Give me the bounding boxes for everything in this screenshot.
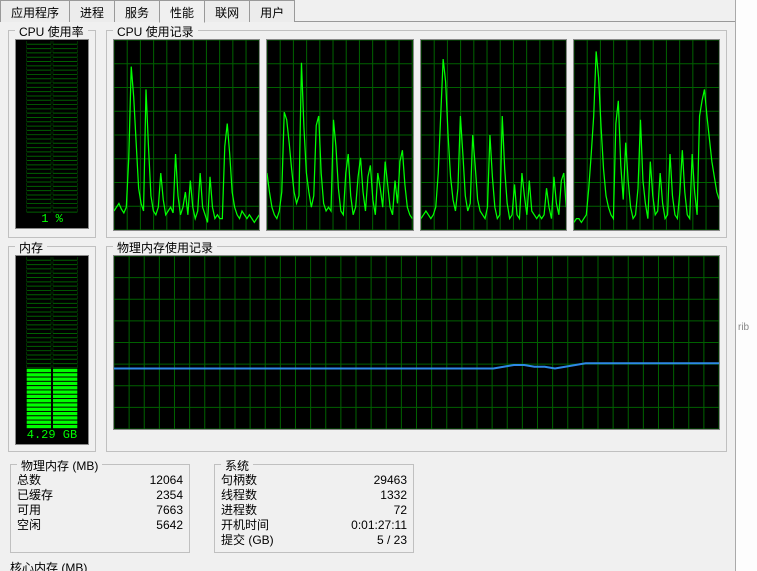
- stat-row: 线程数 1332: [221, 488, 407, 503]
- memory-history-title: 物理内存使用记录: [113, 239, 217, 256]
- performance-tab-content: CPU 使用率 1 % CPU 使用记录 内存 4.29 GB: [0, 21, 735, 571]
- cpu-history-panel-1: [266, 39, 413, 231]
- stat-label: 线程数: [221, 488, 257, 503]
- stats-area: 物理内存 (MB) 总数12064已缓存2354可用7663空闲5642 系统 …: [8, 460, 727, 553]
- stat-value: 12064: [150, 473, 183, 488]
- memory-history-group: 物理内存使用记录: [106, 246, 727, 452]
- tab-4[interactable]: 联网: [204, 0, 250, 22]
- stat-row: 空闲 5642: [17, 518, 183, 533]
- stat-label: 已缓存: [17, 488, 53, 503]
- stat-value: 72: [394, 503, 407, 518]
- memory-usage-title: 内存: [15, 239, 47, 256]
- cpu-history-title: CPU 使用记录: [113, 23, 198, 40]
- stat-value: 0:01:27:11: [351, 518, 407, 533]
- right-gutter: rib: [735, 0, 757, 571]
- stat-row: 总数 12064: [17, 473, 183, 488]
- stat-label: 提交 (GB): [221, 533, 274, 548]
- stat-value: 5642: [156, 518, 183, 533]
- stat-row: 进程数 72: [221, 503, 407, 518]
- system-stats: 系统 句柄数29463线程数1332进程数72开机时间0:01:27:11提交 …: [214, 464, 414, 553]
- cpu-usage-value: 1 %: [16, 212, 88, 226]
- cpu-history-panel-0: [113, 39, 260, 231]
- phys-mem-title: 物理内存 (MB): [17, 460, 102, 474]
- tab-0[interactable]: 应用程序: [0, 0, 70, 22]
- kernel-mem-title-row: 核心内存 (MB): [8, 559, 727, 571]
- cpu-usage-gauge: 1 %: [15, 39, 89, 229]
- tab-5[interactable]: 用户: [249, 0, 295, 22]
- memory-usage-gauge: 4.29 GB: [15, 255, 89, 445]
- tab-3[interactable]: 性能: [159, 0, 205, 23]
- stat-row: 已缓存 2354: [17, 488, 183, 503]
- tab-bar: 应用程序进程服务性能联网用户: [0, 0, 735, 22]
- memory-usage-value: 4.29 GB: [16, 428, 88, 442]
- stat-label: 空闲: [17, 518, 41, 533]
- stat-row: 可用 7663: [17, 503, 183, 518]
- stat-value: 29463: [374, 473, 407, 488]
- cpu-usage-title: CPU 使用率: [15, 23, 88, 40]
- tab-2[interactable]: 服务: [114, 0, 160, 22]
- memory-history-chart: [113, 255, 720, 430]
- stat-value: 2354: [156, 488, 183, 503]
- task-manager-window: 应用程序进程服务性能联网用户 CPU 使用率 1 % CPU 使用记录 内存: [0, 0, 735, 571]
- stat-value: 5 / 23: [377, 533, 407, 548]
- tab-1[interactable]: 进程: [69, 0, 115, 22]
- cpu-history-group: CPU 使用记录: [106, 30, 727, 238]
- stat-label: 总数: [17, 473, 41, 488]
- stat-label: 开机时间: [221, 518, 269, 533]
- cpu-usage-group: CPU 使用率 1 %: [8, 30, 96, 238]
- phys-mem-stats: 物理内存 (MB) 总数12064已缓存2354可用7663空闲5642: [10, 464, 190, 553]
- cpu-history-panel-2: [420, 39, 567, 231]
- stat-label: 句柄数: [221, 473, 257, 488]
- stat-row: 句柄数 29463: [221, 473, 407, 488]
- stat-row: 开机时间 0:01:27:11: [221, 518, 407, 533]
- stat-value: 7663: [156, 503, 183, 518]
- stat-row: 提交 (GB) 5 / 23: [221, 533, 407, 548]
- system-stats-title: 系统: [221, 460, 253, 474]
- stat-label: 进程数: [221, 503, 257, 518]
- memory-usage-group: 内存 4.29 GB: [8, 246, 96, 452]
- side-hint: rib: [738, 322, 749, 333]
- kernel-mem-title: 核心内存 (MB): [10, 561, 87, 571]
- stat-label: 可用: [17, 503, 41, 518]
- cpu-history-panel-3: [573, 39, 720, 231]
- stat-value: 1332: [380, 488, 407, 503]
